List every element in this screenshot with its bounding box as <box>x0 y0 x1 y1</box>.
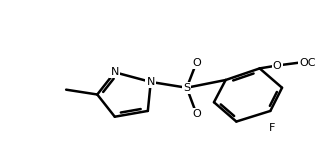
Text: O: O <box>273 60 281 71</box>
Text: N: N <box>111 67 119 77</box>
Text: O: O <box>192 58 201 68</box>
Text: O: O <box>192 109 201 119</box>
Text: N: N <box>147 77 155 87</box>
Text: F: F <box>269 123 275 133</box>
Text: S: S <box>183 83 190 93</box>
Text: OC: OC <box>300 58 316 68</box>
